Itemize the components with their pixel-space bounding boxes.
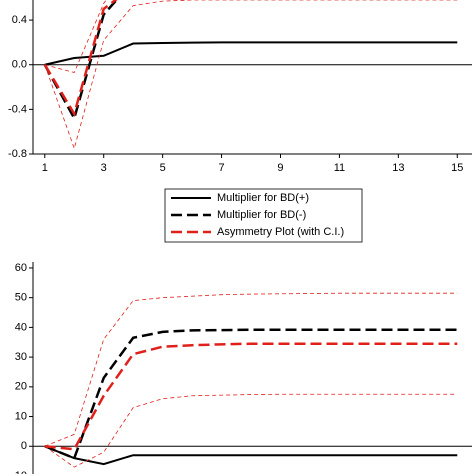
x-tick-label: 3 [101, 162, 107, 174]
x-tick-label: 13 [392, 162, 404, 174]
plot-area [43, 0, 458, 150]
series-line [44, 41, 458, 66]
series-line [43, 0, 119, 122]
x-tick-label: 15 [451, 162, 463, 174]
legend-label: Multiplier for BD(+) [217, 192, 309, 204]
y-tick-label: 30 [15, 351, 27, 363]
y-tick-label: 20 [15, 381, 27, 393]
y-tick-label: 0 [21, 440, 27, 452]
y-tick-label: 10 [15, 410, 27, 422]
plot-area [44, 292, 458, 468]
series-line [44, 328, 458, 460]
legend-label: Multiplier for BD(-) [217, 209, 306, 221]
legend-label: Asymmetry Plot (with C.I.) [217, 226, 344, 238]
y-tick-label: 0.4 [12, 14, 27, 26]
series-line [44, 0, 458, 150]
y-tick-label: 40 [15, 321, 27, 333]
y-tick-label: -10 [11, 470, 27, 474]
y-tick-label: 0.0 [12, 59, 27, 71]
series-line [44, 342, 458, 451]
x-tick-label: 7 [219, 162, 225, 174]
series-line [44, 393, 458, 468]
x-tick-label: 9 [277, 162, 283, 174]
x-tick-label: 1 [42, 162, 48, 174]
y-tick-label: 60 [15, 262, 27, 274]
y-tick-label: -0.4 [8, 103, 27, 115]
series-line [44, 292, 458, 447]
x-tick-label: 5 [160, 162, 166, 174]
series-line [44, 445, 458, 466]
x-tick-label: 11 [334, 162, 345, 174]
y-tick-label: -0.8 [8, 148, 27, 160]
series-line [43, 0, 118, 117]
y-tick-label: 50 [15, 292, 27, 304]
